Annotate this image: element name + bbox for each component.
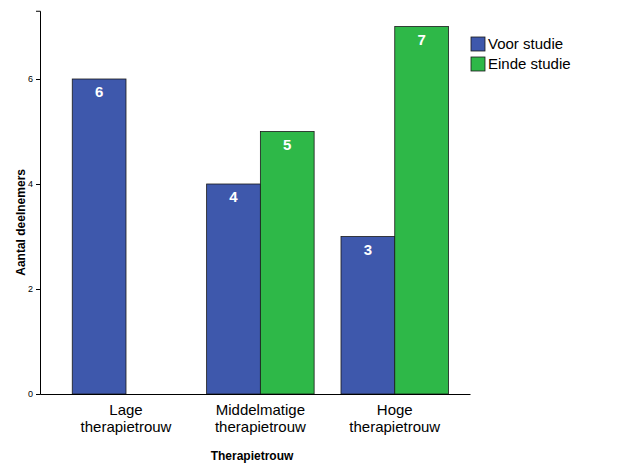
bar: [72, 79, 126, 394]
y-tick: 6: [28, 74, 40, 84]
x-axis-title: Therapietrouw: [211, 449, 294, 463]
chart: 0246LagetherapietrouwMiddelmatigetherapi…: [0, 0, 626, 476]
legend-label: Voor studie: [488, 35, 563, 52]
bar: [260, 132, 314, 395]
y-axis-title: Aantal deelnemers: [14, 169, 28, 276]
y-tick-label: 4: [28, 179, 33, 189]
x-tick: Middelmatigetherapietrouw: [215, 401, 306, 435]
y-axis: 0 2 4 6: [28, 11, 41, 399]
x-tick: Hogetherapietrouw: [349, 401, 440, 435]
data-label: 4: [229, 188, 238, 205]
x-tick: Lagetherapietrouw: [81, 401, 172, 435]
x-tick-label-line: therapietrouw: [215, 418, 306, 435]
legend: Voor studie Einde studie: [471, 35, 571, 72]
legend-item: Voor studie: [471, 35, 563, 52]
y-tick-mark: [36, 289, 40, 290]
legend-swatch: [471, 37, 485, 51]
x-tick-label-line: therapietrouw: [349, 418, 440, 435]
y-tick-mark: [36, 184, 40, 185]
y-tick-mark: [36, 79, 40, 80]
x-axis: LagetherapietrouwMiddelmatigetherapietro…: [41, 395, 471, 436]
y-tick-label: 6: [28, 74, 33, 84]
x-axis-line: [41, 394, 471, 395]
data-label: 6: [95, 83, 103, 100]
x-tick-label: Middelmatigetherapietrouw: [215, 401, 306, 435]
y-axis-line: [36, 11, 41, 394]
y-tick-label: 0: [28, 389, 33, 399]
data-label: 3: [364, 241, 372, 258]
x-tick-label-line: Middelmatige: [216, 401, 305, 418]
bars: [72, 27, 448, 395]
x-tick-label: Hogetherapietrouw: [349, 401, 440, 435]
bar: [341, 237, 395, 395]
x-tick-label-line: Lage: [109, 401, 142, 418]
data-label: 5: [283, 136, 291, 153]
y-tick: 2: [28, 284, 40, 294]
data-label: 7: [417, 31, 425, 48]
legend-item: Einde studie: [471, 55, 571, 72]
x-tick-label-line: Hoge: [377, 401, 413, 418]
y-tick: 0: [28, 389, 40, 399]
y-tick-mark: [36, 394, 40, 395]
legend-swatch: [471, 57, 485, 71]
data-labels: 6 4 3 5 7: [95, 31, 426, 258]
x-tick-label: Lagetherapietrouw: [81, 401, 172, 435]
y-tick: 4: [28, 179, 40, 189]
bar: [395, 27, 449, 395]
x-tick-label-line: therapietrouw: [81, 418, 172, 435]
y-tick-label: 2: [28, 284, 33, 294]
legend-label: Einde studie: [488, 55, 571, 72]
bar: [207, 184, 261, 394]
